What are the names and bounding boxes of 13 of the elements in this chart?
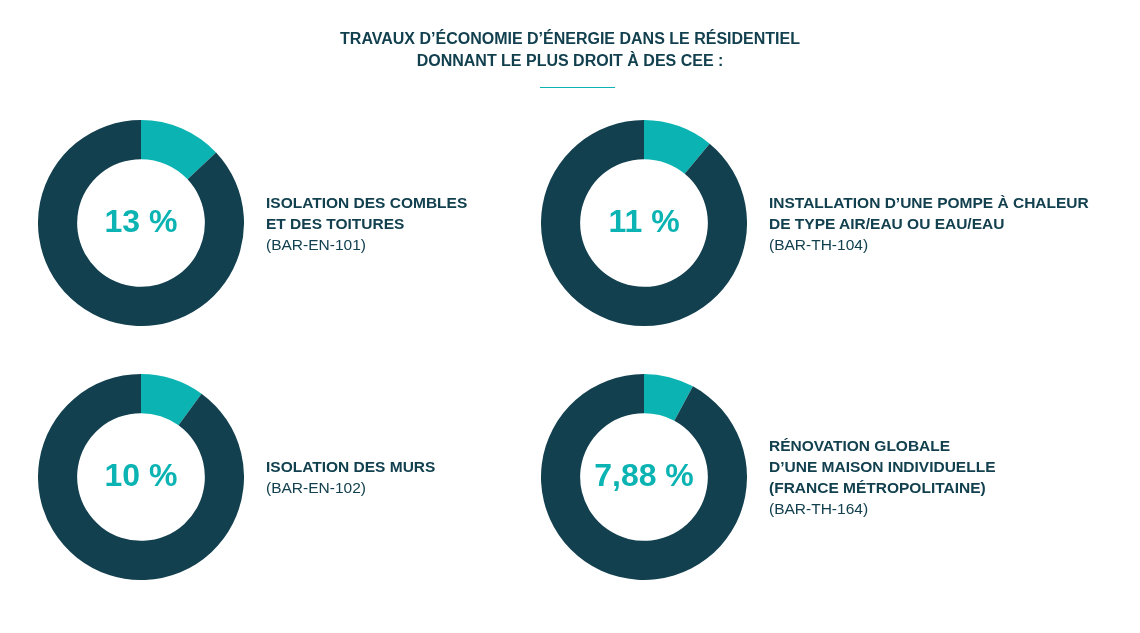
text: INSTALLATION D’UNE POMPE À CHALEUR DE TYPE AIR/EAU OU EAU/EAU: [769, 192, 1090, 234]
text: ISOLATION DES MURS: [266, 458, 436, 475]
data-label: 13 %: [104, 202, 178, 239]
text: (BAR-EN-102): [266, 479, 366, 496]
text: RÉNOVATION GLOBALE D’UNE MAISON INDIVIDUELLE (FRANCE MÉTROPOLITAINE): [769, 436, 997, 498]
text: ISOLATION DES COMBLES ET DES TOITURES: [266, 193, 468, 232]
data-label: 10 %: [104, 456, 178, 493]
text: (BAR-EN-101): [266, 235, 366, 253]
data-label: 7,88 %: [594, 456, 694, 493]
text: (BAR-TH-164): [769, 499, 870, 519]
text: TRAVAUX D’ÉCONOMIE D’ÉNERGIE DANS LE RÉSIDENTIEL DONNANT LE PLUS DROIT À DES CEE :: [339, 28, 801, 71]
text: (BAR-TH-104): [769, 234, 870, 255]
data-label: 11 %: [608, 202, 680, 239]
